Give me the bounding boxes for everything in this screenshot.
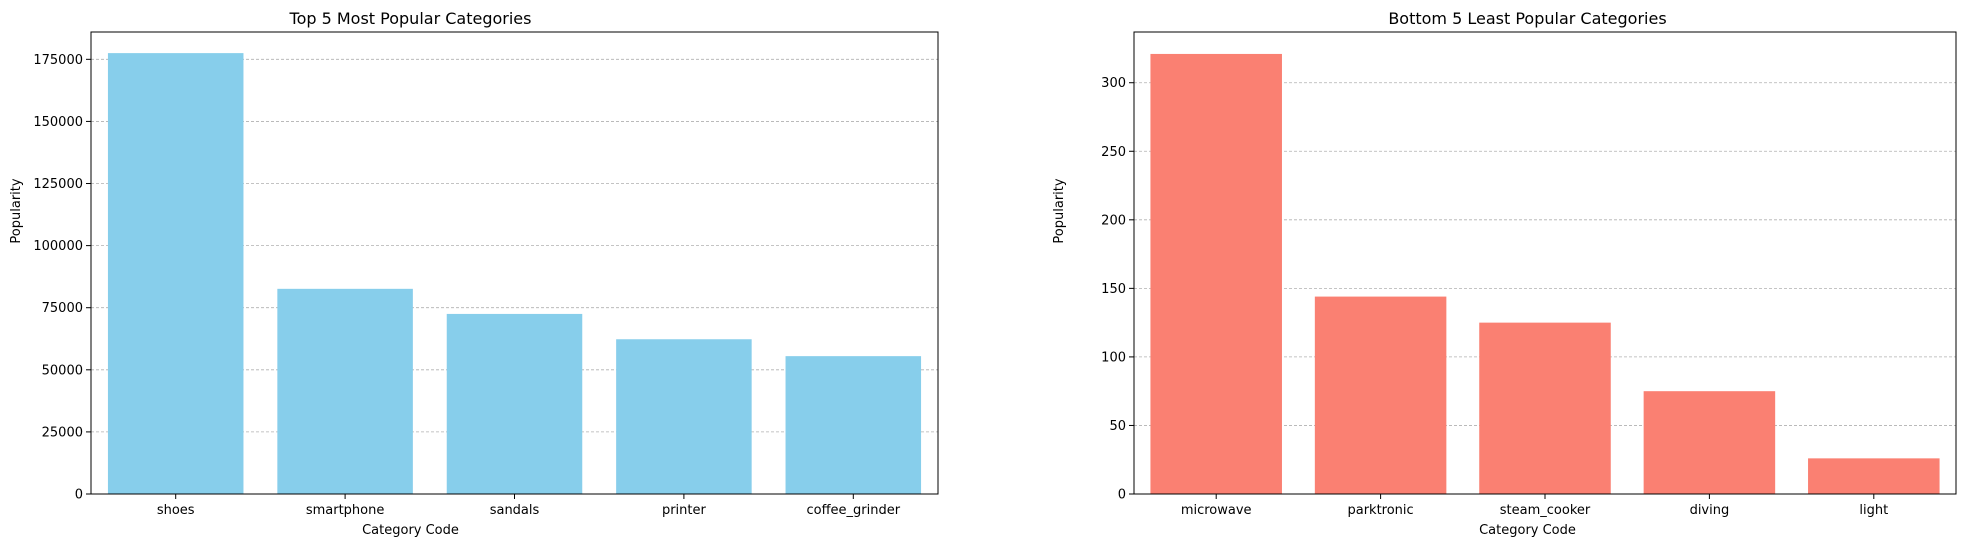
bar-printer	[616, 339, 752, 494]
x-tick-label: steam_cooker	[1500, 503, 1591, 518]
x-tick-label: printer	[662, 503, 707, 518]
bar-parktronic	[1314, 296, 1447, 494]
y-ticks: 0 25000 50000 75000 100000 125000 150000 175000	[33, 53, 91, 503]
bar-sandals	[446, 313, 583, 494]
y-tick-label: 0	[75, 488, 83, 503]
y-tick-label: 150000	[33, 115, 83, 130]
y-tick-label: 100000	[33, 239, 83, 254]
y-axis-label: Popularity	[9, 178, 24, 243]
bars	[107, 53, 922, 494]
y-tick-label: 0	[1118, 488, 1126, 503]
x-tick-label: microwave	[1181, 503, 1252, 518]
y-tick-label: 200	[1101, 213, 1126, 228]
x-ticks: shoes smartphone sandals printer coffee_grin…	[157, 494, 901, 518]
chart-bottom-5-popular: Bottom 5 Least Popular Categories Popula…	[1052, 9, 1957, 538]
bar-coffee_grinder	[785, 356, 922, 494]
x-axis-label: Category Code	[1479, 523, 1576, 538]
bar-light	[1808, 458, 1940, 494]
y-tick-label: 50	[1109, 419, 1126, 434]
y-tick-label: 25000	[42, 425, 83, 440]
y-tick-label: 100	[1101, 350, 1126, 365]
x-tick-label: smartphone	[306, 503, 385, 518]
bar-diving	[1643, 391, 1776, 494]
plot-frame	[1133, 31, 1957, 495]
bar-steam_cooker	[1479, 322, 1611, 494]
y-tick-label: 150	[1101, 282, 1126, 297]
x-tick-label: coffee_grinder	[806, 503, 900, 518]
bars	[1150, 53, 1940, 494]
y-tick-label: 300	[1101, 76, 1126, 91]
y-tick-label: 75000	[42, 301, 83, 316]
x-tick-label: shoes	[157, 503, 195, 518]
x-tick-label: light	[1859, 503, 1888, 518]
y-tick-label: 50000	[42, 363, 83, 378]
chart-title: Top 5 Most Popular Categories	[289, 9, 532, 28]
x-tick-label: sandals	[490, 503, 540, 518]
chart-title: Bottom 5 Least Popular Categories	[1388, 9, 1666, 28]
x-tick-label: parktronic	[1347, 503, 1413, 518]
y-ticks: 0 50 100 150 200 250 300	[1101, 76, 1134, 503]
bar-smartphone	[277, 288, 413, 494]
x-axis-label: Category Code	[362, 523, 459, 538]
bar-microwave	[1150, 53, 1282, 494]
x-tick-label: diving	[1690, 503, 1730, 518]
y-tick-label: 175000	[33, 53, 83, 68]
plot-frame	[90, 31, 939, 495]
y-axis-label: Popularity	[1052, 178, 1067, 243]
x-ticks: microwave parktronic steam_cooker diving lig…	[1181, 494, 1888, 518]
y-tick-label: 125000	[33, 177, 83, 192]
y-tick-label: 250	[1101, 145, 1126, 160]
bar-shoes	[107, 53, 244, 494]
chart-top-5-popular: Top 5 Most Popular Categories Popularity…	[9, 9, 939, 538]
